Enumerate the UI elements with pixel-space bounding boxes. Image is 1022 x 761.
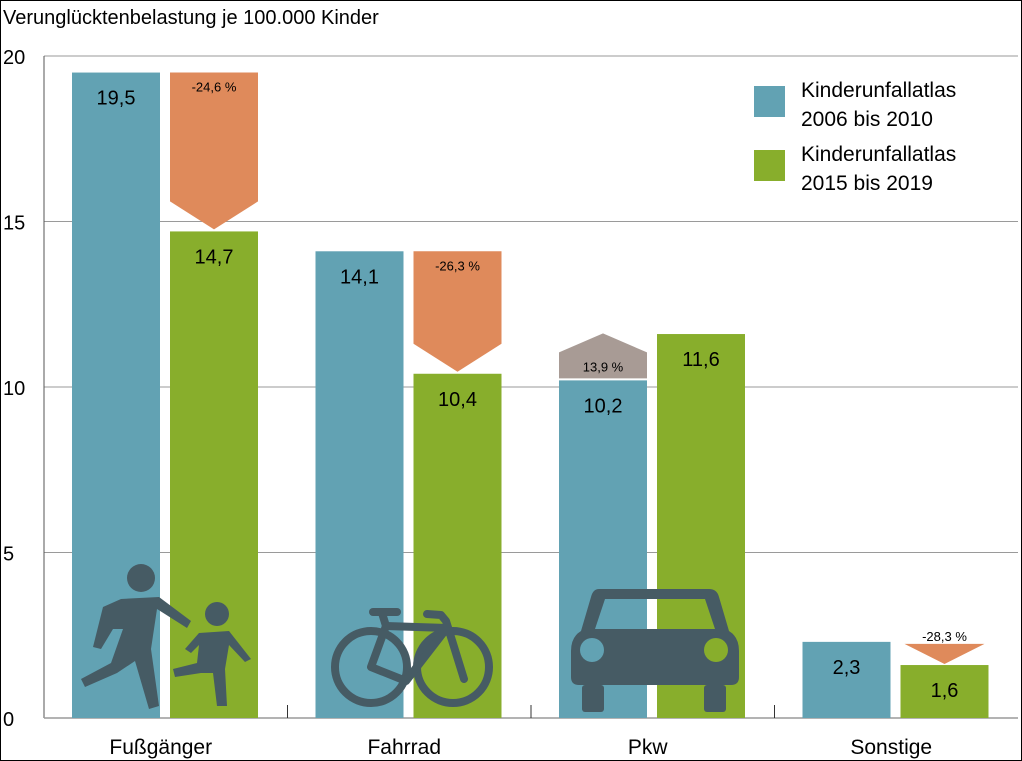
- bar-value-label: 14,7: [195, 246, 234, 268]
- fork-handlebar: [423, 610, 468, 683]
- x-category-label: Sonstige: [850, 736, 932, 759]
- bar-value-label: 10,2: [584, 395, 623, 417]
- rear-wheel: [331, 627, 411, 707]
- y-tick-label: 20: [3, 47, 25, 69]
- legend-label: 2015 bis 2019: [801, 172, 933, 195]
- legend-swatch: [754, 86, 785, 117]
- bar-value-label: 1,6: [931, 680, 959, 702]
- right-headlight: [704, 638, 728, 662]
- category-icons: [81, 564, 739, 712]
- bar-series1: [315, 251, 404, 719]
- change-percent-label: 13,9 %: [583, 359, 624, 374]
- chart-title: Verunglücktenbelastung je 100.000 Kinder: [3, 7, 379, 29]
- bar-value-label: 10,4: [438, 389, 477, 411]
- change-arrow-down: [413, 251, 502, 372]
- bar-value-label: 19,5: [97, 88, 136, 110]
- change-arrow-down: [170, 72, 258, 230]
- change-arrow-down: [904, 643, 985, 665]
- y-tick-label: 5: [3, 544, 14, 566]
- adult-body: [81, 597, 191, 709]
- left-wheel: [582, 685, 604, 712]
- left-headlight: [580, 638, 604, 662]
- x-category-label: Pkw: [628, 736, 669, 759]
- change-percent-label: -28,3 %: [922, 629, 967, 644]
- bar-value-label: 11,6: [682, 349, 719, 371]
- bar-value-label: 14,1: [340, 266, 379, 288]
- change-arrow-up: [559, 333, 647, 379]
- legend-label: Kinderunfallatlas: [801, 79, 956, 102]
- legend-label: Kinderunfallatlas: [801, 143, 956, 166]
- y-tick-label: 10: [3, 378, 25, 400]
- bar-series2: [900, 665, 989, 718]
- adult-head: [127, 564, 155, 592]
- child-head: [205, 602, 229, 626]
- legend-label: 2006 bis 2010: [801, 108, 933, 131]
- bar-value-label: 2,3: [833, 657, 861, 679]
- x-category-label: Fahrrad: [367, 736, 441, 759]
- change-arrows: [170, 72, 985, 665]
- value-labels: -24,6 % -26,3 % 13,9 % -28,3 % 19,5 14,1 10,2 2…: [97, 80, 968, 702]
- bicycle-icon: [331, 608, 493, 707]
- axes: 0 5 10 15 20 Fußgänger Fahrrad Pkw Sonstige: [3, 47, 1018, 759]
- change-percent-label: -24,6 %: [192, 80, 237, 95]
- legend-swatch: [754, 150, 785, 181]
- child-body: [173, 631, 251, 706]
- pedestrian-icon: [81, 564, 251, 709]
- right-wheel: [704, 685, 726, 712]
- x-category-label: Fußgänger: [109, 736, 212, 759]
- y-tick-label: 0: [3, 709, 14, 731]
- legend: Kinderunfallatlas 2006 bis 2010 Kinderunfa…: [754, 79, 956, 195]
- car-body: [571, 589, 739, 685]
- car-icon: [571, 589, 739, 712]
- bar-series1: [802, 641, 891, 718]
- change-percent-label: -26,3 %: [435, 258, 480, 273]
- y-tick-label: 15: [3, 213, 25, 235]
